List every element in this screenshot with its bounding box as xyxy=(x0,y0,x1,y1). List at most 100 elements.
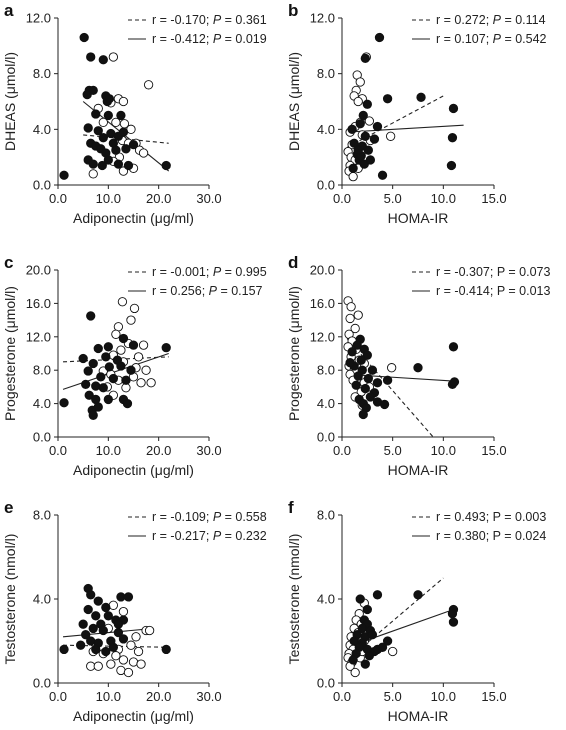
data-point-open xyxy=(116,665,126,676)
legend-entry: r = -0.001; P = 0.995 xyxy=(152,265,267,279)
y-tick-label: 12.0 xyxy=(310,329,335,344)
data-point-filled xyxy=(113,619,124,629)
data-point-filled xyxy=(98,383,108,393)
data-point-filled xyxy=(448,617,459,627)
data-point-open xyxy=(118,96,129,107)
data-point-filled xyxy=(88,623,98,634)
x-tick-label: 30.0 xyxy=(196,443,221,458)
data-point-filled xyxy=(347,347,357,357)
data-point-open xyxy=(385,131,396,141)
data-point-open xyxy=(136,378,146,388)
data-point-filled xyxy=(81,379,91,390)
data-point-open xyxy=(133,352,144,362)
data-point-filled xyxy=(103,342,113,352)
y-tick-label: 16.0 xyxy=(26,296,51,311)
data-point-filled xyxy=(347,124,357,134)
legend-text-part: P xyxy=(213,32,222,46)
legend-text-part: P xyxy=(213,13,222,27)
data-point-filled xyxy=(104,94,114,104)
x-tick-label: 15.0 xyxy=(481,443,506,458)
y-axis-label: Testosterone (nmol/l) xyxy=(2,534,18,665)
data-point-filled xyxy=(78,619,88,629)
data-point-filled xyxy=(356,355,366,365)
panel-letter: f xyxy=(288,498,294,517)
x-tick-label: 5.0 xyxy=(384,689,402,704)
data-point-filled xyxy=(103,394,113,405)
data-point-filled xyxy=(81,630,91,640)
data-point-filled xyxy=(372,590,383,600)
data-point-filled xyxy=(128,340,139,350)
data-point-filled xyxy=(78,353,88,364)
data-point-filled xyxy=(367,630,378,640)
legend-text-part: = 0.995 xyxy=(221,265,267,279)
data-point-filled xyxy=(103,110,113,121)
data-point-filled xyxy=(86,636,96,646)
legend-entry: r = -0.414; P = 0.013 xyxy=(436,284,551,298)
legend-text-part: = 0.232 xyxy=(221,529,267,543)
y-tick-label: 12.0 xyxy=(26,329,51,344)
legend-entry: r = -0.109; P = 0.558 xyxy=(152,510,267,524)
data-point-open xyxy=(141,365,151,375)
data-point-filled xyxy=(377,642,388,652)
legend-text-part: P xyxy=(497,265,505,279)
y-tick-label: 16.0 xyxy=(310,296,335,311)
data-point-filled xyxy=(59,398,69,408)
data-point-open xyxy=(388,646,398,657)
data-point-filled xyxy=(362,604,372,615)
legend-text-part: P xyxy=(209,284,218,298)
y-tick-label: 0.0 xyxy=(33,178,51,193)
data-point-filled xyxy=(86,52,96,62)
data-point-filled xyxy=(88,159,98,169)
panel-f: f 0.0 4.0 8.0 0.0 5.0 10.0 15.0 HOMA-IR Testoster… xyxy=(286,498,546,724)
panel-letter: c xyxy=(4,253,13,272)
data-point-open xyxy=(98,117,108,128)
data-point-filled xyxy=(413,590,423,600)
data-point-open xyxy=(350,323,360,334)
y-tick-label: 0.0 xyxy=(317,178,335,193)
data-point-filled xyxy=(358,110,368,121)
data-point-filled xyxy=(358,409,368,420)
data-point-open xyxy=(131,632,141,642)
panel-b: b 0.0 4.0 8.0 12.0 0.0 5.0 10.0 15.0 HOMA-IR DHEAS… xyxy=(286,1,547,226)
y-tick-label: 0.0 xyxy=(33,430,51,445)
data-point-open xyxy=(129,303,140,314)
data-point-filled xyxy=(374,32,385,43)
y-tick-label: 4.0 xyxy=(33,396,51,411)
data-point-filled xyxy=(59,644,69,655)
data-point-filled xyxy=(103,155,113,165)
data-point-filled xyxy=(88,358,98,369)
legend-text-part: = 0.157 xyxy=(217,284,263,298)
data-point-filled xyxy=(98,55,108,65)
data-point-filled xyxy=(372,121,383,132)
data-point-filled xyxy=(104,362,114,372)
y-tick-label: 8.0 xyxy=(33,508,51,523)
data-point-filled xyxy=(113,159,124,169)
data-point-open xyxy=(106,659,116,669)
x-axis-label: Adiponectin (μg/ml) xyxy=(73,708,194,724)
data-point-filled xyxy=(93,402,103,412)
data-point-filled xyxy=(83,123,93,133)
data-point-filled xyxy=(363,373,373,384)
x-tick-label: 20.0 xyxy=(146,191,171,206)
data-point-filled xyxy=(116,361,126,371)
data-point-open xyxy=(146,378,156,388)
data-point-filled xyxy=(416,92,426,102)
panel-c: c 0.0 4.0 8.0 12.0 16.0 20.0 0.0 10.0 20.0 30.0Adi… xyxy=(2,253,267,478)
legend-text-part: = 0.013 xyxy=(505,284,551,298)
data-point-filled xyxy=(355,594,365,604)
data-point-filled xyxy=(446,160,457,171)
y-tick-label: 4.0 xyxy=(317,592,335,607)
data-point-filled xyxy=(93,343,103,354)
legend-text-part: = 0.003 xyxy=(501,510,547,524)
data-point-open xyxy=(116,345,126,355)
data-point-filled xyxy=(98,625,108,636)
data-point-filled xyxy=(83,366,93,376)
data-point-open xyxy=(118,606,129,617)
y-tick-label: 0.0 xyxy=(33,676,51,691)
legend-text-part: = 0.114 xyxy=(501,13,546,27)
y-tick-label: 12.0 xyxy=(310,11,335,26)
data-point-filled xyxy=(76,640,86,650)
data-point-filled xyxy=(161,160,171,171)
data-point-open xyxy=(348,171,358,182)
